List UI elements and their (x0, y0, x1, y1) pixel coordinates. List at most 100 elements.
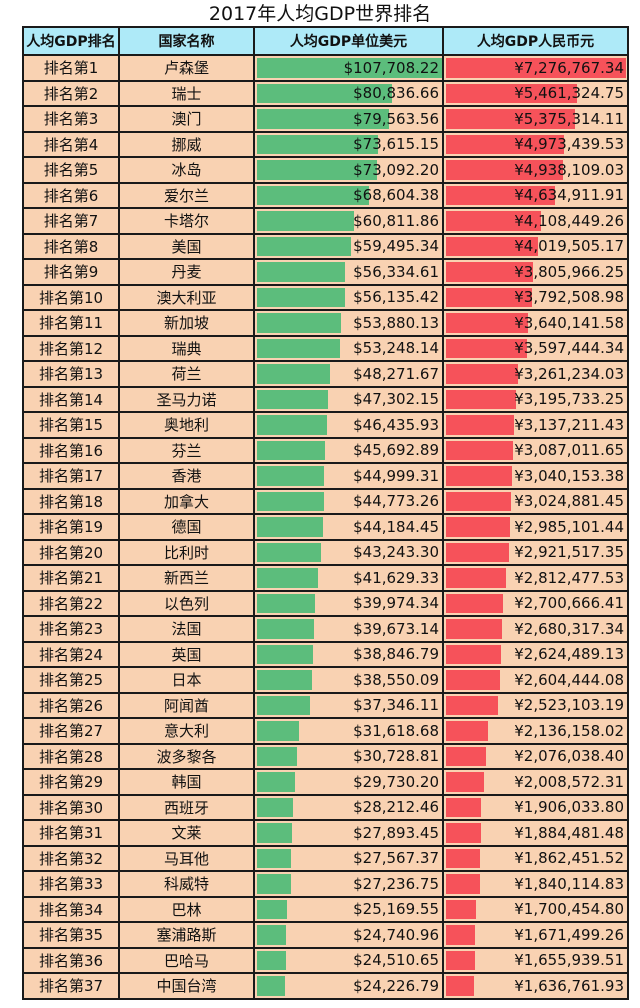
usd-value: $39,673.14 (353, 619, 439, 638)
usd-cell: $28,212.46 (253, 793, 444, 821)
usd-value: $27,893.45 (353, 823, 439, 842)
table-row: 排名第18 加拿大 $44,773.26 ¥3,024,881.45 (22, 487, 629, 515)
table-row: 排名第37 中国台湾 $24,226.79 ¥1,636,761.93 (22, 972, 629, 1000)
usd-data-bar (257, 287, 345, 307)
usd-data-bar (257, 364, 331, 384)
country-cell: 澳门 (118, 105, 255, 133)
country-cell: 新西兰 (118, 564, 255, 592)
usd-data-bar (257, 262, 346, 282)
header-country: 国家名称 (118, 26, 255, 56)
cny-value: ¥3,805,966.25 (514, 262, 624, 281)
rank-cell: 排名第33 (22, 870, 120, 898)
table-row: 排名第7 卡塔尔 $60,811.86 ¥4,108,449.26 (22, 207, 629, 235)
rank-cell: 排名第36 (22, 946, 120, 974)
cny-cell: ¥2,700,666.41 (442, 589, 629, 617)
country-cell: 以色列 (118, 589, 255, 617)
usd-cell: $37,346.11 (253, 691, 444, 719)
usd-value: $107,708.22 (343, 58, 439, 77)
table-row: 排名第14 圣马力诺 $47,302.15 ¥3,195,733.25 (22, 385, 629, 413)
rank-cell: 排名第8 (22, 232, 120, 260)
cny-data-bar (446, 160, 563, 180)
table-row: 排名第27 意大利 $31,618.68 ¥2,136,158.02 (22, 717, 629, 745)
country-cell: 香港 (118, 462, 255, 490)
country-cell: 美国 (118, 232, 255, 260)
cny-value: ¥2,604,444.08 (514, 670, 624, 689)
usd-data-bar (257, 593, 315, 613)
usd-data-bar (257, 644, 313, 664)
rank-cell: 排名第14 (22, 385, 120, 413)
country-cell: 法国 (118, 615, 255, 643)
cny-data-bar (446, 874, 480, 894)
cny-cell: ¥2,921,517.35 (442, 538, 629, 566)
usd-value: $27,567.37 (353, 849, 439, 868)
usd-cell: $46,435.93 (253, 411, 444, 439)
table-row: 排名第30 西班牙 $28,212.46 ¥1,906,033.80 (22, 793, 629, 821)
cny-value: ¥3,597,444.34 (514, 339, 624, 358)
table-row: 排名第28 波多黎各 $30,728.81 ¥2,076,038.40 (22, 742, 629, 770)
table-row: 排名第36 巴哈马 $24,510.65 ¥1,655,939.51 (22, 946, 629, 974)
table-row: 排名第33 科威特 $27,236.75 ¥1,840,114.83 (22, 870, 629, 898)
cny-value: ¥2,812,477.53 (514, 568, 624, 587)
usd-data-bar (257, 466, 325, 486)
rank-cell: 排名第6 (22, 181, 120, 209)
usd-data-bar (257, 211, 354, 231)
cny-data-bar (446, 593, 503, 613)
cny-value: ¥2,136,158.02 (514, 721, 624, 740)
cny-data-bar (446, 619, 503, 639)
table-row: 排名第13 荷兰 $48,271.67 ¥3,261,234.03 (22, 360, 629, 388)
usd-cell: $44,999.31 (253, 462, 444, 490)
country-cell: 荷兰 (118, 360, 255, 388)
usd-cell: $60,811.86 (253, 207, 444, 235)
table-row: 排名第31 文莱 $27,893.45 ¥1,884,481.48 (22, 819, 629, 847)
usd-data-bar (257, 670, 312, 690)
cny-data-bar (446, 899, 476, 919)
usd-cell: $43,243.30 (253, 538, 444, 566)
cny-value: ¥2,985,101.44 (514, 517, 624, 536)
usd-value: $44,999.31 (353, 466, 439, 485)
usd-data-bar (257, 134, 378, 154)
usd-cell: $53,880.13 (253, 309, 444, 337)
usd-cell: $25,169.55 (253, 895, 444, 923)
usd-data-bar (257, 83, 392, 103)
usd-value: $53,248.14 (353, 339, 439, 358)
usd-data-bar (257, 185, 369, 205)
usd-cell: $38,846.79 (253, 640, 444, 668)
rank-cell: 排名第10 (22, 283, 120, 311)
cny-cell: ¥4,108,449.26 (442, 207, 629, 235)
rank-cell: 排名第11 (22, 309, 120, 337)
cny-data-bar (446, 440, 514, 460)
rank-cell: 排名第24 (22, 640, 120, 668)
table-row: 排名第3 澳门 $79,563.56 ¥5,375,314.11 (22, 105, 629, 133)
cny-cell: ¥5,461,324.75 (442, 79, 629, 107)
table-row: 排名第9 丹麦 $56,334.61 ¥3,805,966.25 (22, 258, 629, 286)
cny-data-bar (446, 58, 626, 78)
usd-value: $56,135.42 (353, 288, 439, 307)
cny-value: ¥3,137,211.43 (514, 415, 624, 434)
table-row: 排名第23 法国 $39,673.14 ¥2,680,317.34 (22, 615, 629, 643)
table-row: 排名第4 挪威 $73,615.15 ¥4,973,439.53 (22, 130, 629, 158)
country-cell: 卢森堡 (118, 54, 255, 82)
cny-data-bar (446, 797, 482, 817)
gdp-table: 人均GDP排名 国家名称 人均GDP单位美元 人均GDP人民币元 排名第1 卢森堡… (22, 26, 629, 1000)
cny-value: ¥3,640,141.58 (514, 313, 624, 332)
usd-value: $68,604.38 (353, 186, 439, 205)
cny-cell: ¥2,604,444.08 (442, 666, 629, 694)
table-row: 排名第34 巴林 $25,169.55 ¥1,700,454.80 (22, 895, 629, 923)
country-cell: 丹麦 (118, 258, 255, 286)
usd-cell: $44,184.45 (253, 513, 444, 541)
table-row: 排名第19 德国 $44,184.45 ¥2,985,101.44 (22, 513, 629, 541)
country-cell: 新加坡 (118, 309, 255, 337)
cny-value: ¥4,019,505.17 (514, 237, 624, 256)
usd-data-bar (257, 389, 329, 409)
usd-data-bar (257, 899, 287, 919)
usd-value: $38,550.09 (353, 670, 439, 689)
table-row: 排名第11 新加坡 $53,880.13 ¥3,640,141.58 (22, 309, 629, 337)
cny-data-bar (446, 542, 509, 562)
usd-cell: $27,893.45 (253, 819, 444, 847)
table-row: 排名第26 阿闻酋 $37,346.11 ¥2,523,103.19 (22, 691, 629, 719)
rank-cell: 排名第16 (22, 436, 120, 464)
country-cell: 奥地利 (118, 411, 255, 439)
usd-value: $31,618.68 (353, 721, 439, 740)
usd-data-bar (257, 415, 327, 435)
cny-value: ¥3,195,733.25 (514, 390, 624, 409)
